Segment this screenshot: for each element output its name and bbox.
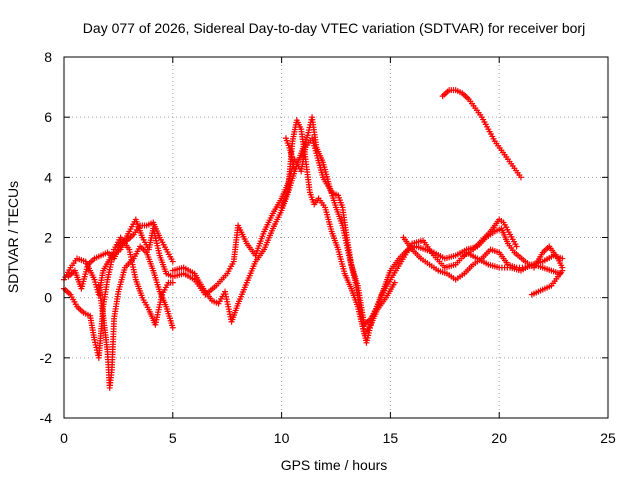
axis-ticks xyxy=(63,56,609,419)
data-point xyxy=(513,243,520,250)
data-points xyxy=(61,87,566,391)
y-tick-label: 6 xyxy=(44,109,52,125)
x-axis-label: GPS time / hours xyxy=(281,457,388,473)
y-axis-label: SDTVAR / TECUs xyxy=(5,181,21,293)
data-point xyxy=(517,174,524,181)
series-trace-10 xyxy=(528,267,566,298)
series-trace-4 xyxy=(65,219,176,292)
chart-title: Day 077 of 2026, Sidereal Day-to-day VTE… xyxy=(83,20,585,36)
series-trace-9 xyxy=(461,216,520,259)
data-point xyxy=(391,279,398,286)
series-trace-11 xyxy=(439,87,524,181)
data-point xyxy=(169,258,176,265)
data-point xyxy=(169,279,176,286)
y-tick-label: 2 xyxy=(44,230,52,246)
data-point xyxy=(557,270,564,277)
series-trace-8 xyxy=(400,234,564,283)
y-tick-label: 8 xyxy=(44,49,52,65)
x-tick-label: 10 xyxy=(274,430,290,446)
series-trace-7 xyxy=(282,135,298,175)
y-tick-label: -2 xyxy=(40,350,53,366)
y-tick-label: 0 xyxy=(44,290,52,306)
x-tick-label: 5 xyxy=(169,430,177,446)
series-trace-6 xyxy=(278,117,398,337)
data-point xyxy=(559,267,566,274)
data-point xyxy=(559,255,566,262)
y-tick-label: -4 xyxy=(40,410,53,426)
x-tick-label: 0 xyxy=(60,430,68,446)
gridlines xyxy=(64,57,608,418)
x-tick-label: 25 xyxy=(600,430,616,446)
x-tick-label: 15 xyxy=(383,430,399,446)
y-tick-label: 4 xyxy=(44,169,52,185)
tick-labels: 0 5 10 15 20 25 -4 -2 0 2 4 6 8 xyxy=(40,49,616,446)
series-trace-3 xyxy=(95,243,176,391)
data-point xyxy=(291,168,298,175)
data-point xyxy=(169,324,176,331)
x-tick-label: 20 xyxy=(491,430,507,446)
